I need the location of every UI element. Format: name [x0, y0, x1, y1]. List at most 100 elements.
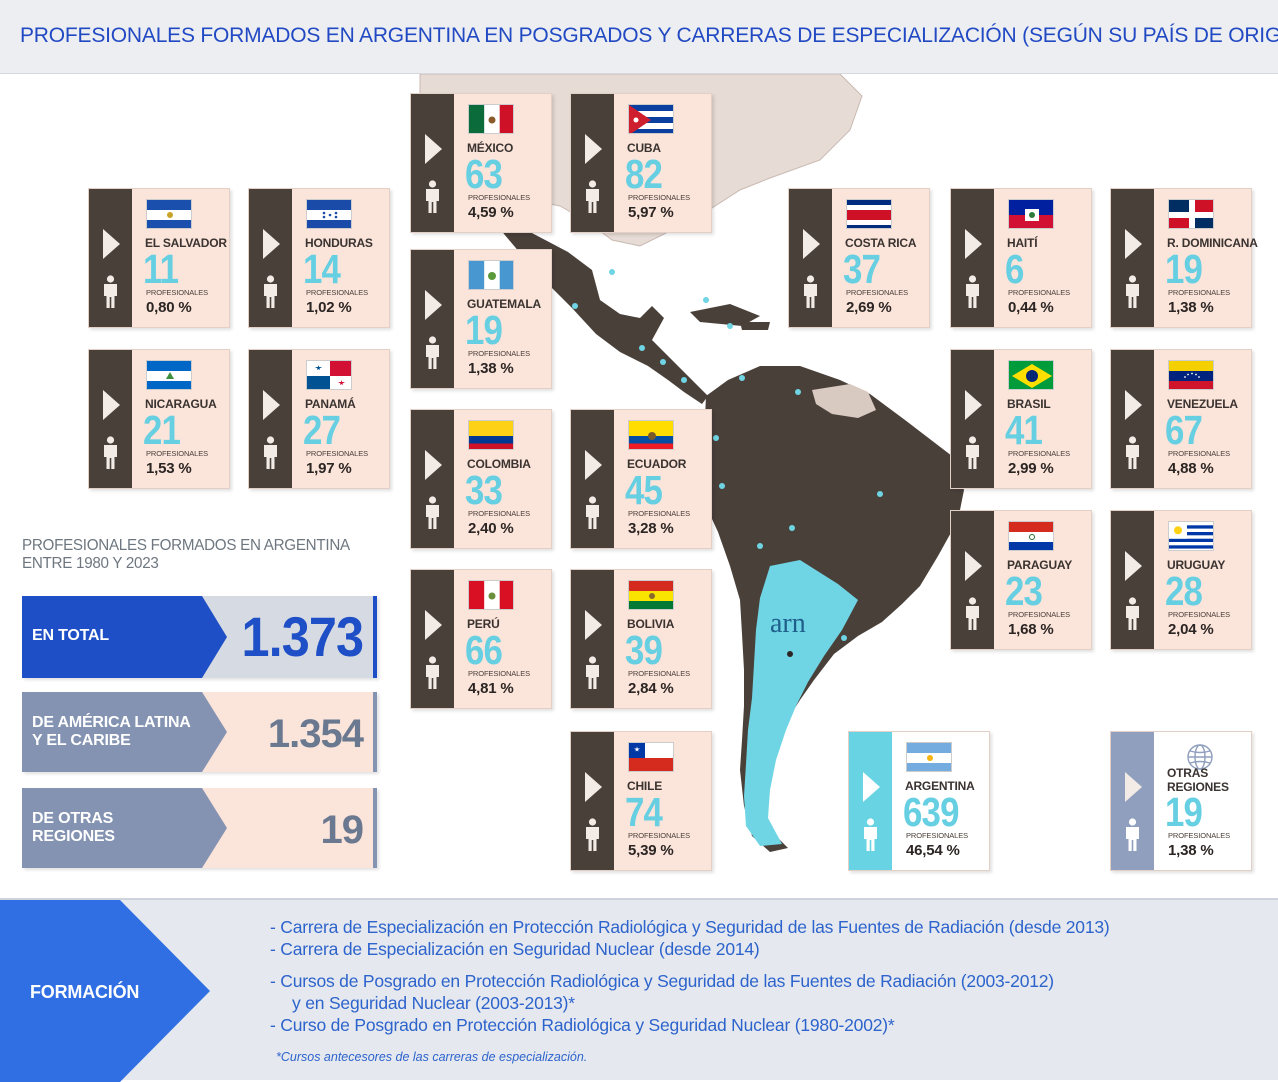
country-pct: 2,69 % — [846, 299, 892, 316]
flag-paraguay-icon — [1008, 521, 1054, 551]
profesionales-label: PROFESIONALES — [468, 509, 531, 518]
country-value: 14 — [303, 246, 341, 292]
country-value: 45 — [625, 467, 663, 513]
formacion-note: *Cursos antecesores de las carreras de e… — [276, 1050, 588, 1064]
country-name: EL SALVADOR — [145, 236, 227, 250]
flag-cuba-icon — [628, 104, 674, 134]
total-label: EN TOTAL — [32, 627, 109, 644]
country-card-colombia: COLOMBIA 33 PROFESIONALES 2,40 % — [410, 409, 552, 549]
play-arrow-icon — [585, 450, 602, 480]
play-arrow-icon — [1125, 772, 1142, 802]
country-card-guatemala: GUATEMALA 19 PROFESIONALES 1,38 % — [410, 249, 552, 389]
play-arrow-icon — [803, 229, 820, 259]
title-bar: PROFESIONALES FORMADOS EN ARGENTINA EN P… — [0, 0, 1278, 74]
flag-ecuador-icon — [628, 420, 674, 450]
profesionales-label: PROFESIONALES — [1008, 610, 1071, 619]
person-icon — [966, 436, 979, 469]
profesionales-label: PROFESIONALES — [306, 288, 369, 297]
person-icon — [104, 436, 117, 469]
flag-brazil-icon — [1008, 360, 1054, 390]
flag-panama-icon — [306, 360, 352, 390]
person-icon — [264, 275, 277, 308]
country-name: PANAMÁ — [305, 397, 356, 411]
total-value: 1.373 — [241, 605, 364, 668]
profesionales-label: PROFESIONALES — [1168, 288, 1231, 297]
play-arrow-icon — [585, 772, 602, 802]
country-name: MÉXICO — [467, 141, 514, 155]
play-arrow-icon — [1125, 229, 1142, 259]
country-card-uruguay: URUGUAY 28 PROFESIONALES 2,04 % — [1110, 510, 1252, 650]
mexico-central-america-shape — [478, 196, 708, 404]
stat-latam: DE AMÉRICA LATINA Y EL CARIBE 1.354 — [22, 692, 377, 772]
country-value: 6 — [1005, 246, 1024, 292]
formacion-item: y en Seguridad Nuclear (2003-2013)* — [292, 993, 575, 1013]
country-card-otras: OTRAS REGIONES 19 PROFESIONALES 1,38 % — [1110, 731, 1252, 871]
stat-total: EN TOTAL 1.373 — [22, 596, 377, 678]
country-value: 19 — [1165, 246, 1203, 292]
person-icon — [426, 656, 439, 689]
play-arrow-icon — [263, 390, 280, 420]
flag-uruguay-icon — [1168, 521, 1214, 551]
country-card-chile: CHILE 74 PROFESIONALES 5,39 % — [570, 731, 712, 871]
formacion-list: - Carrera de Especialización en Protecci… — [270, 916, 1110, 1036]
country-card-venezuela: VENEZUELA 67 PROFESIONALES 4,88 % — [1110, 349, 1252, 489]
country-name: CHILE — [627, 779, 663, 793]
person-icon — [1126, 275, 1139, 308]
latam-label: DE AMÉRICA LATINA Y EL CARIBE — [32, 714, 191, 749]
play-arrow-icon — [103, 390, 120, 420]
formacion-item: - Carrera de Especialización en Segurida… — [270, 939, 760, 959]
play-arrow-icon — [263, 229, 280, 259]
otras-label: DE OTRAS REGIONES — [32, 810, 115, 845]
profesionales-label: PROFESIONALES — [846, 288, 909, 297]
country-value: 63 — [465, 151, 503, 197]
country-card-costa-rica: COSTA RICA 37 PROFESIONALES 2,69 % — [788, 188, 930, 328]
country-value: 11 — [143, 246, 179, 292]
country-pct: 4,59 % — [468, 204, 514, 221]
country-name: HAITÍ — [1007, 236, 1038, 250]
play-arrow-icon — [425, 134, 442, 164]
person-icon — [426, 180, 439, 213]
country-value: 33 — [465, 467, 503, 513]
country-name: PERÚ — [467, 617, 500, 631]
person-icon — [966, 597, 979, 630]
country-card-honduras: HONDURAS 14 PROFESIONALES 1,02 % — [248, 188, 390, 328]
country-value: 19 — [1165, 789, 1203, 835]
country-card-ecuador: ECUADOR 45 PROFESIONALES 3,28 % — [570, 409, 712, 549]
country-card-brasil: BRASIL 41 PROFESIONALES 2,99 % — [950, 349, 1092, 489]
country-name: GUATEMALA — [467, 297, 541, 311]
country-value: 67 — [1165, 407, 1203, 453]
country-value: 39 — [625, 627, 663, 673]
play-arrow-icon — [425, 450, 442, 480]
play-arrow-icon — [1125, 551, 1142, 581]
profesionales-label: PROFESIONALES — [1008, 449, 1071, 458]
play-arrow-icon — [965, 390, 982, 420]
arn-logo: arn — [770, 608, 806, 639]
country-value: 82 — [625, 151, 663, 197]
country-pct: 1,97 % — [306, 460, 352, 477]
country-name: ECUADOR — [627, 457, 687, 471]
country-pct: 0,80 % — [146, 299, 192, 316]
profesionales-label: PROFESIONALES — [1168, 449, 1231, 458]
profesionales-label: PROFESIONALES — [628, 831, 691, 840]
country-card-peru: PERÚ 66 PROFESIONALES 4,81 % — [410, 569, 552, 709]
flag-mexico-icon — [468, 104, 514, 134]
formacion-item: - Carrera de Especialización en Protecci… — [270, 917, 1110, 937]
flag-bolivia-icon — [628, 580, 674, 610]
country-value: 639 — [903, 789, 959, 835]
profesionales-label: PROFESIONALES — [628, 193, 691, 202]
country-card-el-salvador: EL SALVADOR 11 PROFESIONALES 0,80 % — [88, 188, 230, 328]
country-name: R. DOMINICANA — [1167, 236, 1258, 250]
country-card-r-dominicana: R. DOMINICANA 19 PROFESIONALES 1,38 % — [1110, 188, 1258, 328]
profesionales-label: PROFESIONALES — [146, 449, 209, 458]
flag-el-salvador-icon — [146, 199, 192, 229]
guyanas-shape — [812, 384, 876, 418]
country-value: 19 — [465, 307, 503, 353]
flag-argentina-icon — [906, 742, 952, 772]
country-value: 66 — [465, 627, 503, 673]
country-pct: 0,44 % — [1008, 299, 1054, 316]
person-icon — [1126, 818, 1139, 851]
profesionales-label: PROFESIONALES — [906, 831, 969, 840]
profesionales-label: PROFESIONALES — [1008, 288, 1071, 297]
play-arrow-icon — [425, 610, 442, 640]
page-title: PROFESIONALES FORMADOS EN ARGENTINA EN P… — [20, 24, 1278, 47]
